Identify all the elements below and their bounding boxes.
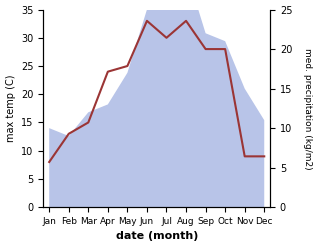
X-axis label: date (month): date (month) xyxy=(115,231,198,242)
Y-axis label: max temp (C): max temp (C) xyxy=(5,75,16,142)
Y-axis label: med. precipitation (kg/m2): med. precipitation (kg/m2) xyxy=(303,48,313,169)
